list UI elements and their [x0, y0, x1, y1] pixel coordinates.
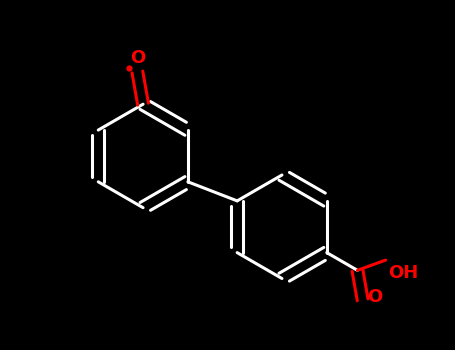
Text: O: O	[130, 49, 145, 66]
Text: OH: OH	[388, 265, 419, 282]
Text: O: O	[367, 288, 382, 306]
